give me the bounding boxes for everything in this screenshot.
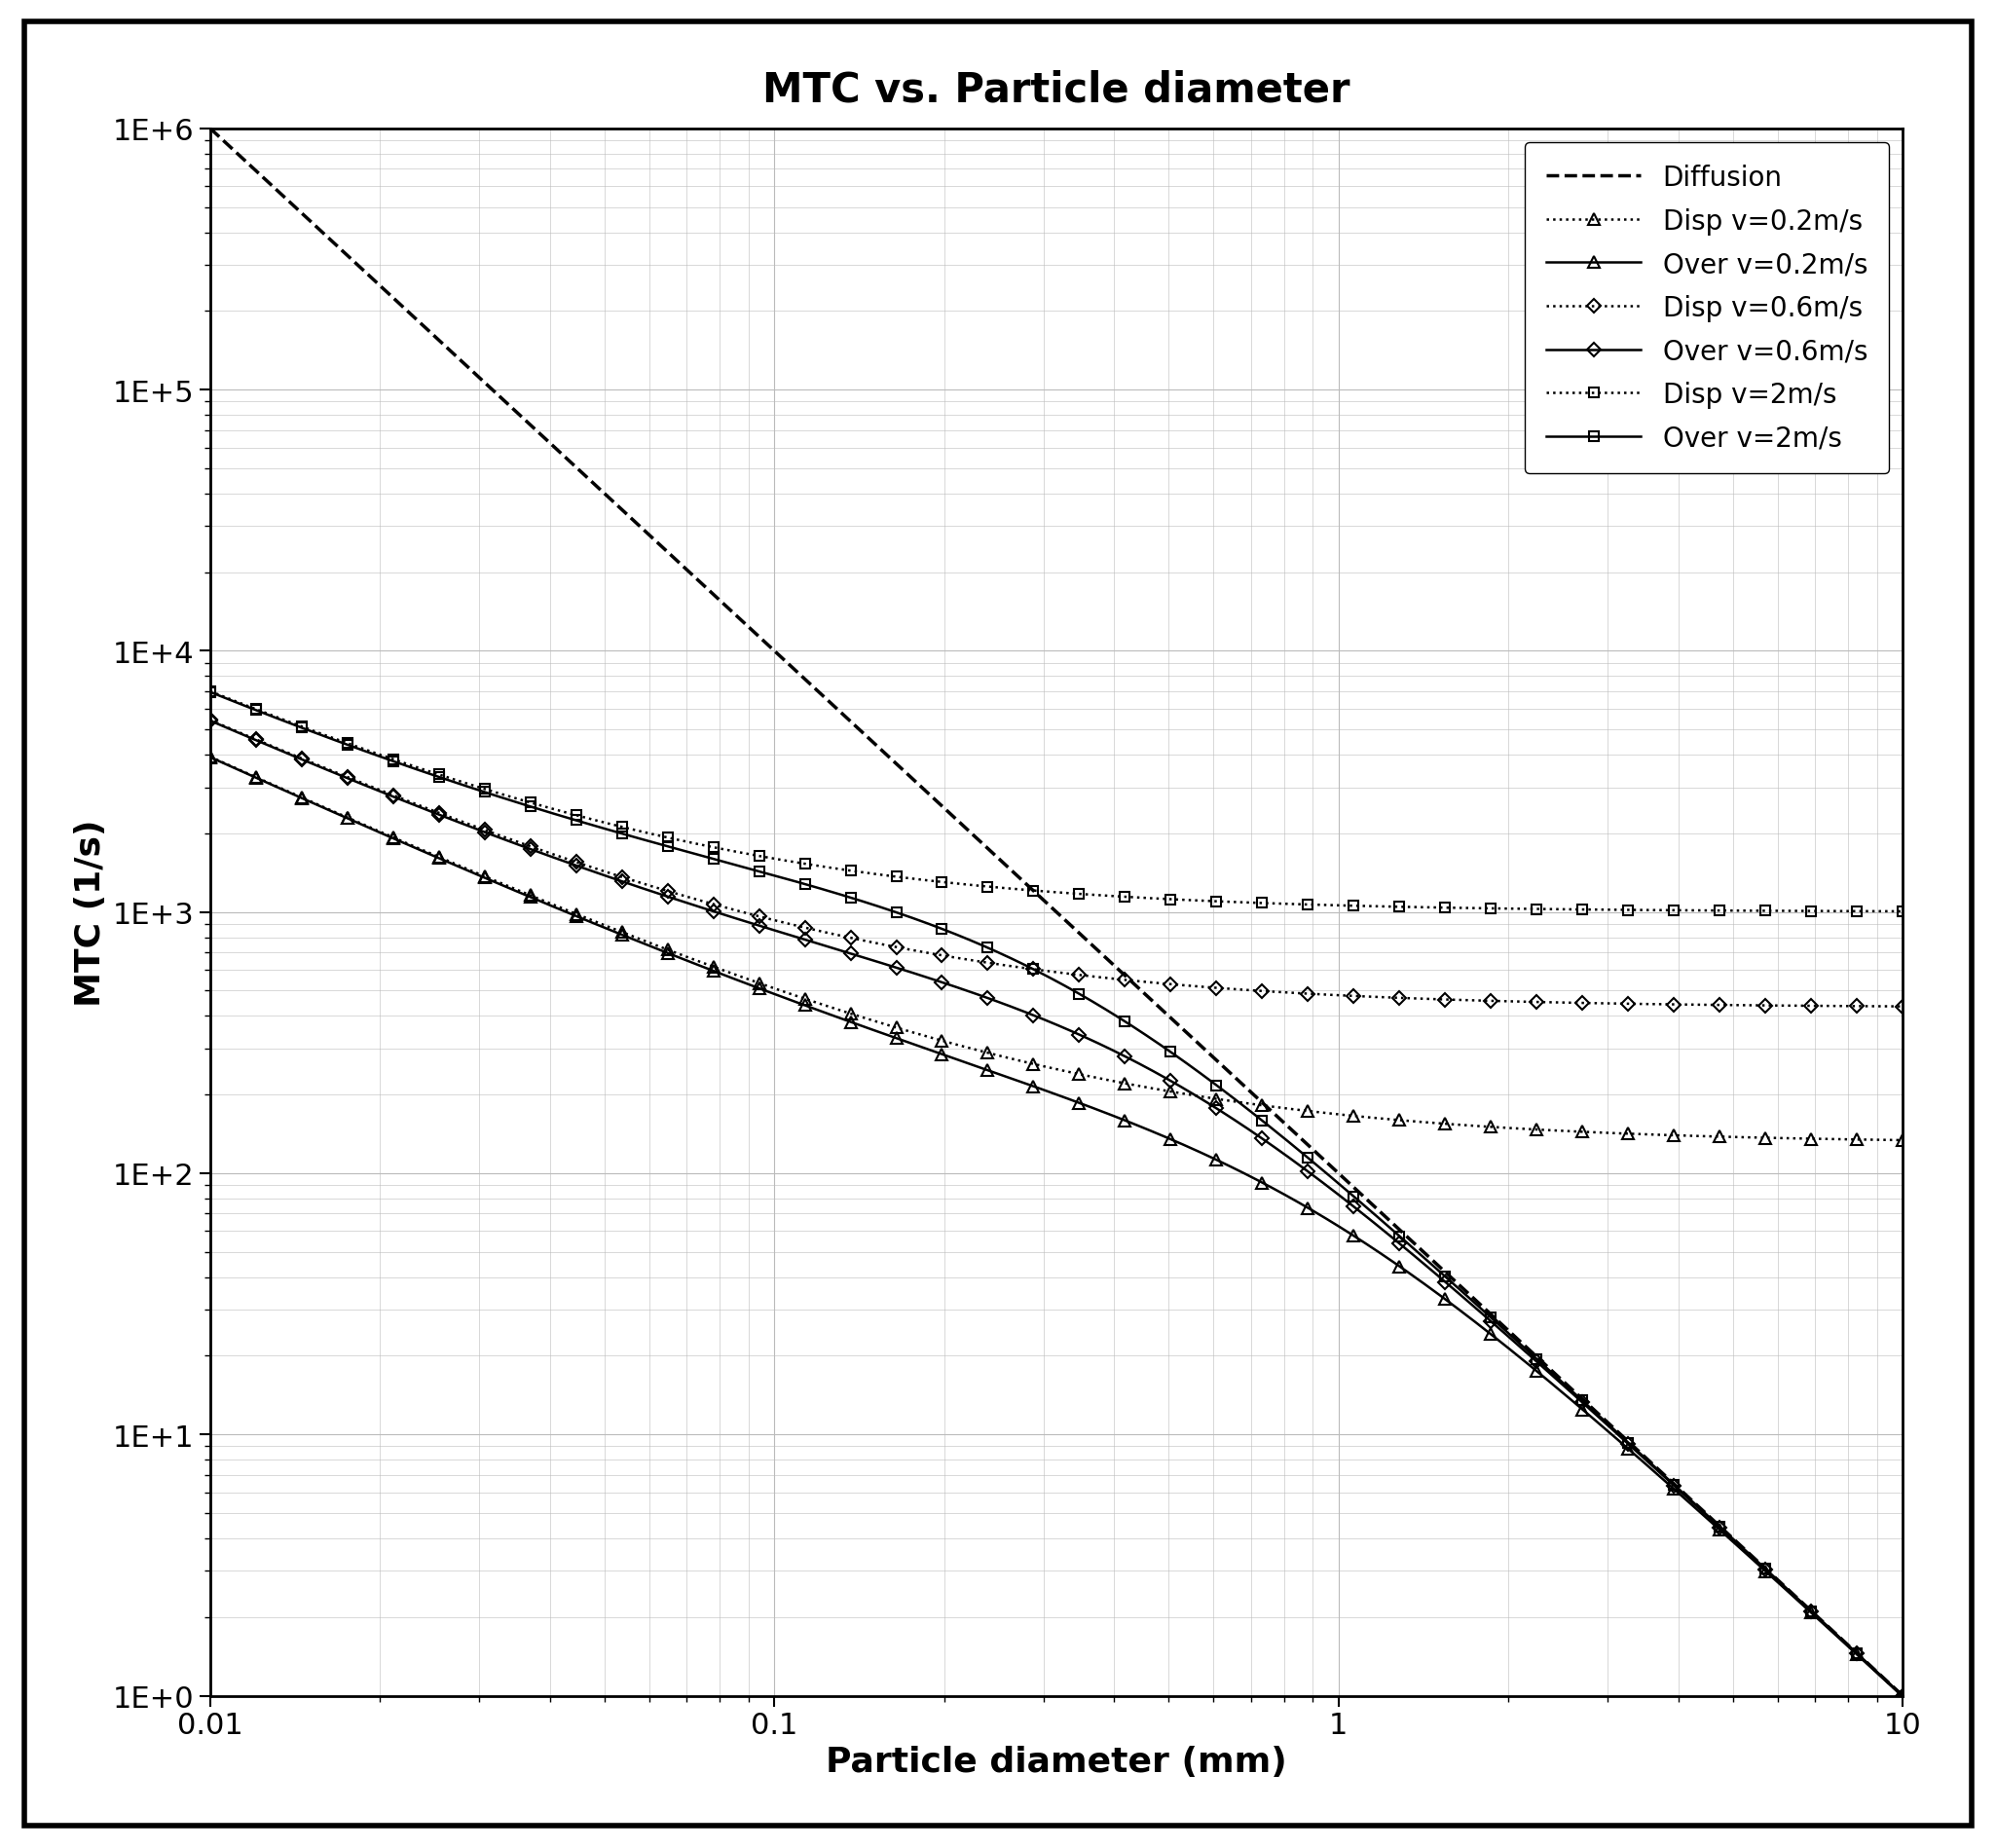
X-axis label: Particle diameter (mm): Particle diameter (mm) (826, 1745, 1287, 1778)
Legend: Diffusion, Disp v=0.2m/s, Over v=0.2m/s, Disp v=0.6m/s, Over v=0.6m/s, Disp v=2m: Diffusion, Disp v=0.2m/s, Over v=0.2m/s,… (1525, 142, 1888, 473)
Diffusion (1206, 1050, 1230, 1072)
Diffusion (1012, 872, 1036, 894)
Title: MTC vs. Particle diameter: MTC vs. Particle diameter (762, 70, 1349, 111)
Diffusion (1850, 1647, 1874, 1669)
Diffusion (1114, 967, 1138, 989)
Diffusion (1002, 863, 1026, 885)
Diffusion (1585, 1403, 1609, 1425)
Line: Diffusion: Diffusion (210, 129, 1902, 1696)
Y-axis label: MTC (1/s): MTC (1/s) (74, 819, 108, 1005)
Diffusion (198, 118, 222, 140)
Diffusion (1890, 1685, 1914, 1708)
